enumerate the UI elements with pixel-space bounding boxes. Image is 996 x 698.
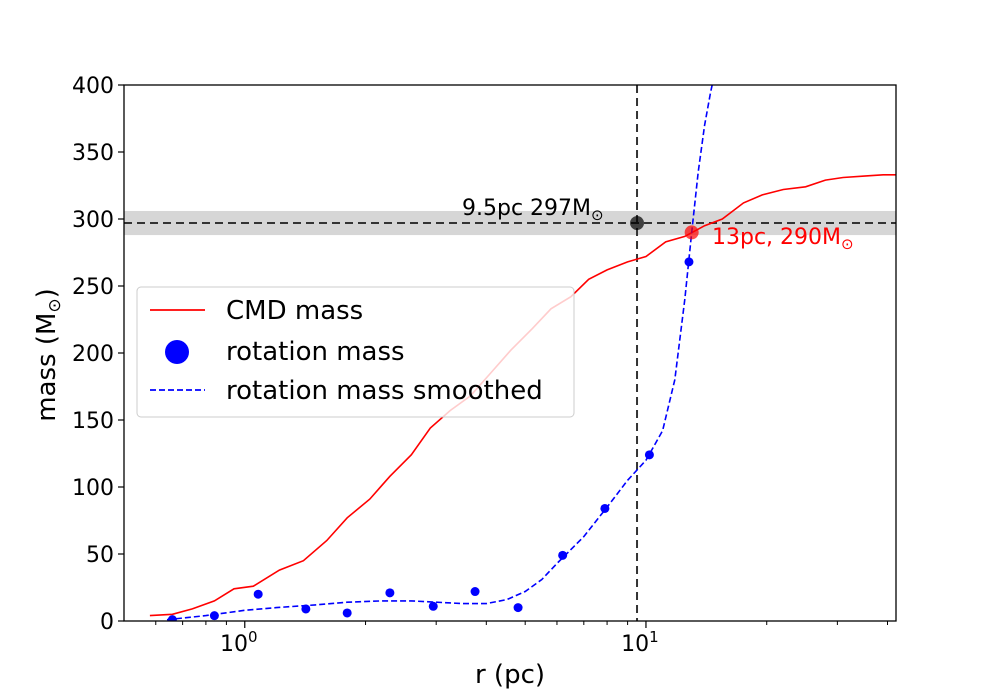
rotation-mass-point [209, 611, 219, 621]
legend-box [136, 286, 575, 418]
y-tick-label: 200 [72, 342, 114, 367]
y-tick-label: 100 [72, 476, 114, 501]
legend-label-cmd-mass: CMD mass [226, 296, 363, 326]
intersection-marker-red [684, 225, 699, 240]
y-tick-label: 150 [72, 409, 114, 434]
legend-label-rotation-mass-smoothed: rotation mass smoothed [226, 376, 543, 406]
y-axis-label: mass (M⊙) [32, 288, 65, 422]
y-tick-label: 350 [72, 141, 114, 166]
rotation-mass-point [301, 604, 311, 614]
intersection-marker-black [630, 216, 645, 231]
rotation-mass-smoothed-line [166, 85, 713, 621]
rotation-mass-point [558, 550, 568, 560]
y-tick-label: 400 [72, 74, 114, 99]
legend: CMD mass rotation mass rotation mass smo… [136, 286, 575, 418]
rotation-mass-point [470, 587, 480, 597]
annotation-black: 9.5pc 297M⊙ [462, 196, 604, 224]
y-tick-label: 300 [72, 208, 114, 233]
legend-label-rotation-mass: rotation mass [226, 337, 405, 367]
x-axis-label: r (pc) [475, 660, 545, 690]
rotation-mass-point [253, 589, 263, 599]
rotation-mass-point [644, 450, 654, 460]
x-tick-label: 101 [621, 628, 659, 657]
rotation-mass-point [342, 608, 352, 618]
rotation-mass-point [428, 601, 438, 611]
y-tick-label: 50 [86, 543, 114, 568]
annotation-red: 13pc, 290M⊙ [712, 225, 854, 253]
rotation-mass-point [385, 588, 395, 598]
x-tick-label: 100 [220, 628, 258, 657]
y-axis-label-sun: ⊙ [45, 298, 65, 312]
rotation-mass-point [684, 257, 694, 267]
rotation-mass-point [513, 603, 523, 613]
y-tick-label: 250 [72, 275, 114, 300]
y-tick-label: 0 [100, 610, 114, 635]
legend-swatch-rotation-mass [165, 340, 189, 364]
